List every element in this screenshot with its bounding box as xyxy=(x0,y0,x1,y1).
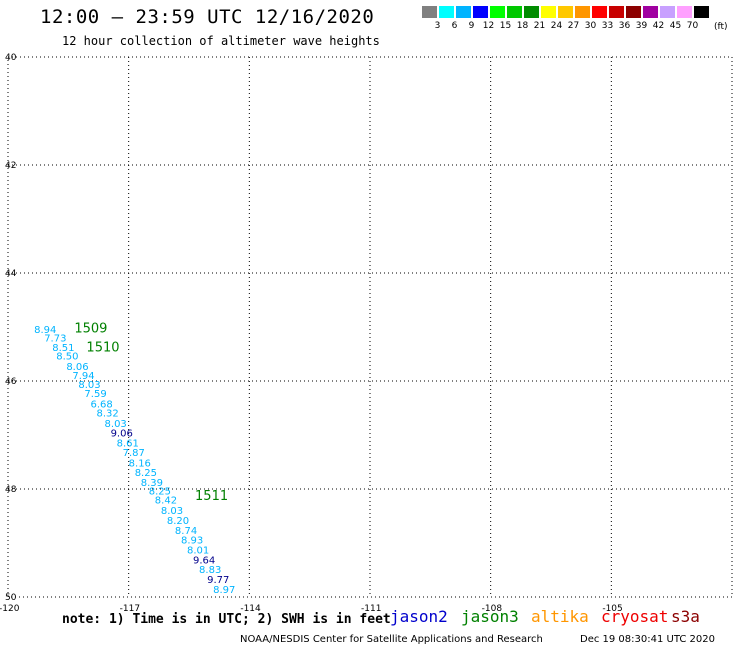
credit-line: NOAA/NESDIS Center for Satellite Applica… xyxy=(240,634,543,645)
legend-swatch-4 xyxy=(489,5,506,19)
legend-swatch-0 xyxy=(421,5,438,19)
legend-swatch-10 xyxy=(591,5,608,19)
legend-label-8: 27 xyxy=(567,21,580,31)
pass-time-label: 1511 xyxy=(195,489,228,504)
footer-note: note: 1) Time is in UTC; 2) SWH is in fe… xyxy=(62,612,391,627)
legend-swatch-7 xyxy=(540,5,557,19)
wave-height-label: 8.06 xyxy=(66,362,88,373)
legend-labels: 3 6 9 12 15 18 21 24 27 30 33 36 39 42 45 70 xyxy=(421,21,710,31)
wave-height-label: 8.01 xyxy=(187,545,209,556)
pass-time-label: 1510 xyxy=(86,340,119,355)
wave-height-label: 7.73 xyxy=(44,334,66,345)
legend-label-2: 9 xyxy=(468,21,475,31)
map-ticks: 40 42 44 46 48 50-120 -117 -114 -111 -108 -105 xyxy=(0,53,623,614)
legend-label-4: 15 xyxy=(499,21,512,31)
wave-height-label: 8.03 xyxy=(161,506,183,517)
wave-height-label: 7.87 xyxy=(123,448,145,459)
legend-label-10: 33 xyxy=(601,21,614,31)
wave-height-label: 8.83 xyxy=(199,565,221,576)
legend-label-12: 39 xyxy=(635,21,648,31)
wave-height-label: 7.94 xyxy=(72,371,94,382)
lat-tick-label: 50 xyxy=(5,593,17,603)
satellite-jason2: jason2 xyxy=(390,607,448,626)
wave-height-label: 9.64 xyxy=(193,556,215,567)
wave-height-label: 8.94 xyxy=(34,325,56,336)
legend-label-11: 36 xyxy=(618,21,631,31)
lon-tick-label: -114 xyxy=(240,604,261,614)
wave-height-label: 9.06 xyxy=(111,429,133,440)
wave-height-label: 8.25 xyxy=(149,486,171,497)
wave-height-label: 8.42 xyxy=(155,496,177,507)
legend-label-15: 70 xyxy=(686,21,699,31)
wave-height-label: 6.68 xyxy=(90,399,112,410)
map-grid xyxy=(7,56,733,598)
lon-tick-label: -105 xyxy=(602,604,622,614)
legend-label-13: 42 xyxy=(652,21,665,31)
wave-height-label: 8.97 xyxy=(213,585,235,596)
legend-swatch-8 xyxy=(557,5,574,19)
wave-height-label: 8.20 xyxy=(167,516,189,527)
satellite-altika: altika xyxy=(531,607,589,626)
legend-swatch-3 xyxy=(472,5,489,19)
lat-tick-label: 44 xyxy=(5,269,17,279)
legend-label-5: 18 xyxy=(516,21,529,31)
lon-tick-label: -120 xyxy=(0,604,20,614)
wave-height-label: 8.39 xyxy=(141,478,163,489)
legend-swatch-15 xyxy=(676,5,693,19)
lon-tick-label: -117 xyxy=(120,604,140,614)
legend-swatch-16 xyxy=(693,5,710,19)
lon-tick-label: -111 xyxy=(361,604,381,614)
legend-label-9: 30 xyxy=(584,21,597,31)
pass-time-label: 1509 xyxy=(74,321,107,336)
legend-label-0: 3 xyxy=(434,21,441,31)
legend-label-7: 24 xyxy=(550,21,563,31)
lon-tick-label: -108 xyxy=(482,604,503,614)
legend-swatch-13 xyxy=(642,5,659,19)
time-labels: 1509 1510 1511 xyxy=(74,321,228,503)
legend-swatches xyxy=(421,5,710,19)
wave-height-label: 8.74 xyxy=(175,526,197,537)
chart-subtitle: 12 hour collection of altimeter wave hei… xyxy=(62,34,380,48)
legend-label-3: 12 xyxy=(482,21,495,31)
wave-height-label: 9.77 xyxy=(207,575,229,586)
lat-tick-label: 48 xyxy=(5,485,17,495)
wave-height-label: 8.03 xyxy=(105,419,127,430)
legend-swatch-9 xyxy=(574,5,591,19)
lat-tick-label: 40 xyxy=(5,53,17,63)
lat-tick-label: 46 xyxy=(5,377,17,387)
legend-swatch-6 xyxy=(523,5,540,19)
legend-swatch-14 xyxy=(659,5,676,19)
wave-height-label: 8.16 xyxy=(129,458,151,469)
legend-swatch-11 xyxy=(608,5,625,19)
wave-height-label: 8.25 xyxy=(135,468,157,479)
chart-title: 12:00 – 23:59 UTC 12/16/2020 xyxy=(40,6,375,28)
legend-unit: (ft) xyxy=(714,22,728,32)
satellite-s3a: s3a xyxy=(671,607,700,626)
satellite-cryosat: cryosat xyxy=(601,607,669,626)
wave-height-label: 8.03 xyxy=(78,380,100,391)
observation-labels: 8.947.738.518.508.067.948.037.596.688.32… xyxy=(34,325,235,596)
legend-label-6: 21 xyxy=(533,21,546,31)
wave-height-label: 8.51 xyxy=(52,343,74,354)
color-legend: 3 6 9 12 15 18 21 24 27 30 33 36 39 42 45 70 xyxy=(421,5,710,31)
legend-label-1: 6 xyxy=(451,21,458,31)
satellite-jason3: jason3 xyxy=(461,607,519,626)
wave-height-label: 8.50 xyxy=(56,351,78,362)
wave-height-label: 8.32 xyxy=(96,409,118,420)
lat-tick-label: 42 xyxy=(5,161,16,171)
wave-height-label: 8.61 xyxy=(117,438,139,449)
legend-swatch-2 xyxy=(455,5,472,19)
legend-swatch-5 xyxy=(506,5,523,19)
wave-height-label: 8.93 xyxy=(181,536,203,547)
wave-height-label: 7.59 xyxy=(84,389,106,400)
legend-swatch-12 xyxy=(625,5,642,19)
legend-label-14: 45 xyxy=(669,21,682,31)
legend-swatch-1 xyxy=(438,5,455,19)
generated-timestamp: Dec 19 08:30:41 UTC 2020 xyxy=(580,634,715,645)
